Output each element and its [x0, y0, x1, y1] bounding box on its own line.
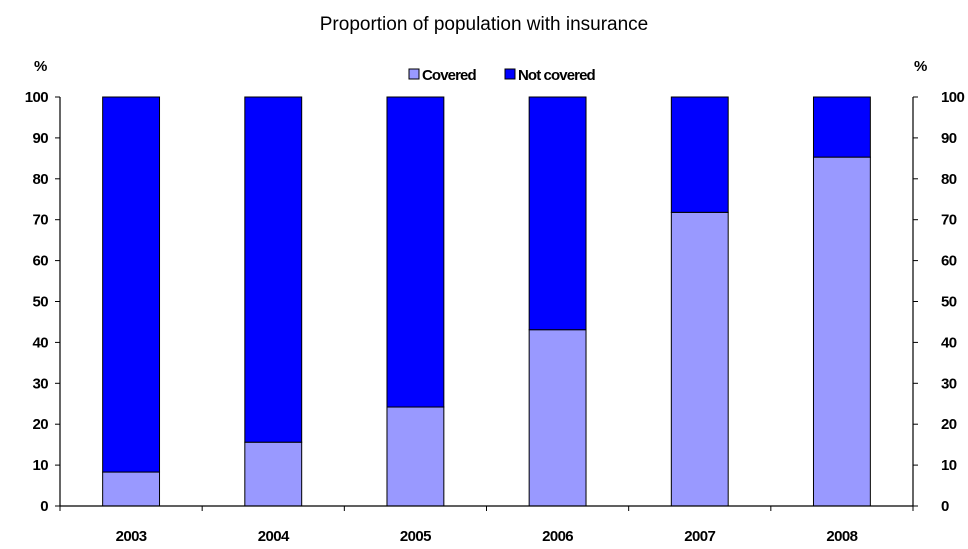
x-tick-label: 2008 — [826, 528, 857, 545]
y-tick-label-left: 50 — [33, 294, 49, 311]
y-tick-label-left: 0 — [40, 498, 48, 515]
y-tick-label-left: 80 — [33, 171, 49, 188]
y-tick-label-left: 70 — [33, 212, 49, 229]
y-tick-label-right: 0 — [941, 498, 949, 515]
y-tick-label-left: 60 — [33, 253, 49, 270]
y-tick-label-right: 90 — [941, 130, 957, 147]
bar-covered-2007 — [670, 211, 729, 507]
legend: Covered Not covered — [408, 67, 596, 84]
x-tick-label: 2006 — [542, 528, 573, 545]
legend-swatch-not-covered — [504, 68, 516, 80]
y-tick-label-right: 40 — [941, 334, 957, 351]
y-tick-label-right: 100 — [941, 89, 964, 106]
y-tick-label-right: 70 — [941, 212, 957, 229]
chart-title: Proportion of population with insurance — [319, 14, 649, 35]
y-tick-label-right: 80 — [941, 171, 957, 188]
y-tick-label-left: 10 — [33, 457, 49, 474]
bar-not-covered-2005 — [386, 96, 445, 408]
x-tick-label: 2004 — [258, 528, 290, 545]
axes-group: 0 0 10 10 20 20 30 30 40 40 50 50 60 60 70 70 80 80 90 90 10… — [25, 89, 965, 545]
bar-not-covered-2003 — [102, 96, 161, 473]
legend-label-covered: Covered — [422, 67, 476, 84]
y-tick-label-right: 30 — [941, 375, 957, 392]
bar-not-covered-2006 — [528, 96, 587, 331]
right-axis-unit: % — [914, 58, 927, 75]
bar-not-covered-2004 — [244, 96, 303, 443]
y-tick-label-left: 90 — [33, 130, 49, 147]
legend-swatch-covered — [408, 68, 420, 80]
x-tick-label: 2007 — [684, 528, 715, 545]
legend-label-not-covered: Not covered — [518, 67, 596, 84]
bars-group — [102, 96, 871, 507]
y-tick-label-left: 20 — [33, 416, 49, 433]
y-tick-label-right: 20 — [941, 416, 957, 433]
x-tick-label: 2005 — [400, 528, 431, 545]
bar-not-covered-2007 — [670, 96, 729, 213]
bar-not-covered-2008 — [812, 96, 871, 158]
bar-covered-2006 — [528, 329, 587, 507]
left-axis-unit: % — [34, 58, 47, 75]
y-tick-label-right: 50 — [941, 294, 957, 311]
bar-covered-2003 — [102, 471, 161, 507]
bar-covered-2008 — [812, 156, 871, 507]
bar-covered-2004 — [244, 441, 303, 507]
y-tick-label-left: 100 — [25, 89, 48, 106]
y-tick-label-right: 60 — [941, 253, 957, 270]
y-tick-label-right: 10 — [941, 457, 957, 474]
y-tick-label-left: 40 — [33, 334, 49, 351]
y-tick-label-left: 30 — [33, 375, 49, 392]
x-tick-label: 2003 — [116, 528, 147, 545]
bar-covered-2005 — [386, 406, 445, 507]
